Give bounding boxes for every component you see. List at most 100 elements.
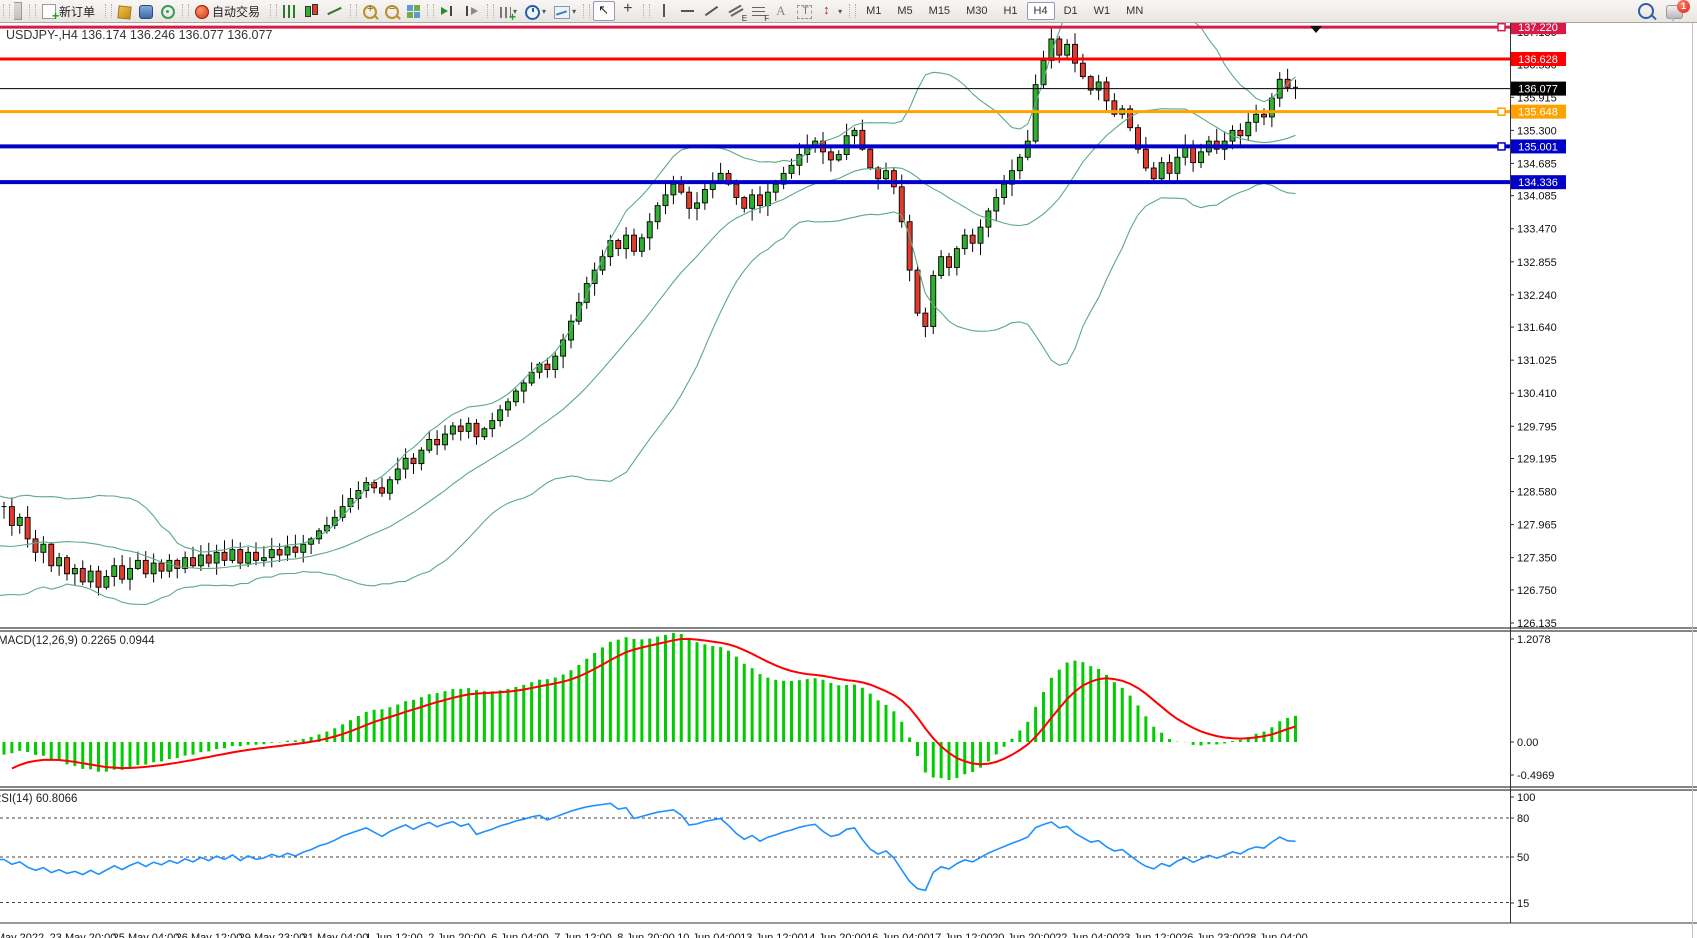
dropdown-caret-icon[interactable]: ▾	[572, 6, 577, 16]
toolbar-group-handle[interactable]	[849, 4, 857, 18]
price-tick-label: 135.300	[1517, 125, 1557, 137]
zoom-out-icon[interactable]	[382, 1, 402, 21]
crosshair-icon[interactable]	[617, 0, 639, 21]
price-badge	[1511, 81, 1566, 96]
new-order-button[interactable]: 新订单	[39, 1, 101, 23]
price-tick-label: 130.410	[1517, 388, 1557, 400]
rsi-panel	[0, 802, 1510, 903]
rsi-axis-label: 100	[1517, 792, 1535, 804]
timeframe-button-h4[interactable]: H4	[1026, 2, 1055, 20]
time-axis-label: 1 Jun 12:00	[365, 932, 423, 938]
price-tick-label: 132.240	[1517, 290, 1557, 302]
price-badge-label: 136.628	[1518, 54, 1558, 66]
bollinger-upper-band	[0, 22, 1296, 553]
time-axis-label: 13 Jun 12:00	[740, 932, 804, 938]
time-axis-label: 8 Jun 20:00	[617, 932, 675, 938]
rsi-axis-label: 15	[1517, 898, 1529, 910]
timeframe-button-w1[interactable]: W1	[1093, 5, 1111, 17]
toolbar-group-handle[interactable]	[487, 4, 495, 18]
timeframe-button-m30[interactable]: M30	[966, 5, 988, 17]
horizontal-line-icon[interactable]	[677, 1, 699, 21]
market-watch-icon	[117, 4, 132, 20]
timeframe-button-m5[interactable]: M5	[897, 5, 913, 17]
price-tick-label: 127.965	[1517, 520, 1557, 532]
cursor-icon[interactable]	[593, 1, 616, 21]
toolbar-group-handle[interactable]	[427, 4, 435, 18]
price-badge-label: 134.336	[1518, 177, 1558, 189]
timeframe-button-d1[interactable]: D1	[1063, 5, 1078, 17]
price-tick-label: 127.350	[1517, 553, 1557, 565]
price-badge	[1511, 20, 1566, 35]
dropdown-caret-icon[interactable]: ▾	[838, 6, 843, 16]
period-button[interactable]: ▾	[522, 1, 549, 21]
timeframe-button-m15[interactable]: M15	[928, 5, 951, 17]
navigator-icon[interactable]	[158, 1, 178, 21]
toolbar-group-handle[interactable]	[583, 4, 591, 18]
navigator-icon	[161, 5, 176, 19]
toolbar-group-handle[interactable]	[350, 4, 358, 18]
toolbar-group-handle[interactable]	[643, 4, 651, 18]
candlestick-chart-icon[interactable]	[300, 1, 322, 21]
line-chart-icon[interactable]	[324, 1, 346, 21]
equidistant-channel-icon[interactable]	[725, 1, 747, 23]
macd-axis-label: 0.00	[1517, 737, 1538, 749]
time-axis-label: 16 Jun 04:00	[866, 932, 930, 938]
trendline-icon[interactable]	[701, 1, 723, 21]
arrows-icon[interactable]: ▾	[817, 1, 845, 21]
toolbar-group-handle[interactable]	[3, 4, 10, 18]
search-icon[interactable]	[1638, 3, 1654, 19]
time-axis-label: May 2022	[0, 932, 44, 938]
timeframe-button-h1[interactable]: H1	[1003, 5, 1018, 17]
price-badge	[1511, 175, 1566, 190]
text-label-icon[interactable]	[794, 1, 815, 21]
text-icon[interactable]	[770, 1, 792, 21]
macd-axis-label: -0.4969	[1517, 770, 1554, 782]
price-tick-label: 133.470	[1517, 224, 1557, 236]
tile-windows-icon[interactable]	[404, 1, 423, 21]
vertical-line-icon[interactable]	[653, 1, 675, 21]
toolbar-group-handle[interactable]	[105, 4, 113, 18]
time-axis-label: 23 Jun 12:00	[1118, 932, 1182, 938]
template-button[interactable]: ▾	[551, 1, 579, 21]
time-axis-label: 28 Jun 04:00	[1244, 932, 1308, 938]
price-tick-label: 126.135	[1517, 618, 1557, 630]
bollinger-middle-band	[0, 108, 1296, 570]
fibonacci-icon[interactable]	[749, 1, 769, 23]
price-tick-label: 134.085	[1517, 191, 1557, 203]
macd-signal-line	[11, 637, 1296, 770]
auto-trading-button[interactable]: 自动交易	[192, 1, 266, 21]
macd-axis-label: 1.2078	[1517, 634, 1551, 646]
macd-histogram	[2, 633, 1297, 780]
price-badge	[1511, 139, 1566, 154]
window-icon-partial[interactable]	[13, 1, 25, 21]
data-window-icon[interactable]	[136, 1, 156, 21]
time-axis-label: 26 May 12:00	[176, 932, 243, 938]
level-line-anchor	[1497, 107, 1506, 116]
chart-shift-icon	[464, 3, 480, 19]
market-watch-icon[interactable]	[115, 1, 134, 21]
zoom-in-icon	[363, 3, 378, 19]
zoom-in-icon[interactable]	[360, 1, 380, 21]
bar-chart-icon[interactable]	[280, 1, 298, 21]
main-chart-panel	[0, 22, 1298, 606]
dropdown-caret-icon[interactable]: ▾	[542, 6, 547, 16]
auto-trading-icon	[195, 5, 210, 19]
vertical-line-icon	[656, 3, 672, 19]
auto-scroll-icon	[440, 3, 456, 19]
auto-scroll-icon[interactable]	[437, 1, 459, 21]
toolbar-group-handle[interactable]	[182, 4, 190, 18]
new-chart-button[interactable]: ▾	[497, 1, 520, 24]
notifications-icon[interactable]: 1	[1666, 0, 1690, 22]
period-button-icon	[525, 4, 541, 20]
chart-shift-icon[interactable]	[461, 1, 483, 21]
toolbar-group-handle[interactable]	[270, 4, 278, 18]
timeframe-button-mn[interactable]: MN	[1126, 5, 1144, 17]
rsi-axis-label: 80	[1517, 813, 1529, 825]
tile-windows-icon	[407, 5, 421, 18]
time-axis-label: 25 May 04:00	[113, 932, 180, 938]
timeframe-button-m1[interactable]: M1	[866, 5, 882, 17]
toolbar-group-handle[interactable]	[29, 4, 36, 18]
text-icon	[773, 3, 789, 19]
